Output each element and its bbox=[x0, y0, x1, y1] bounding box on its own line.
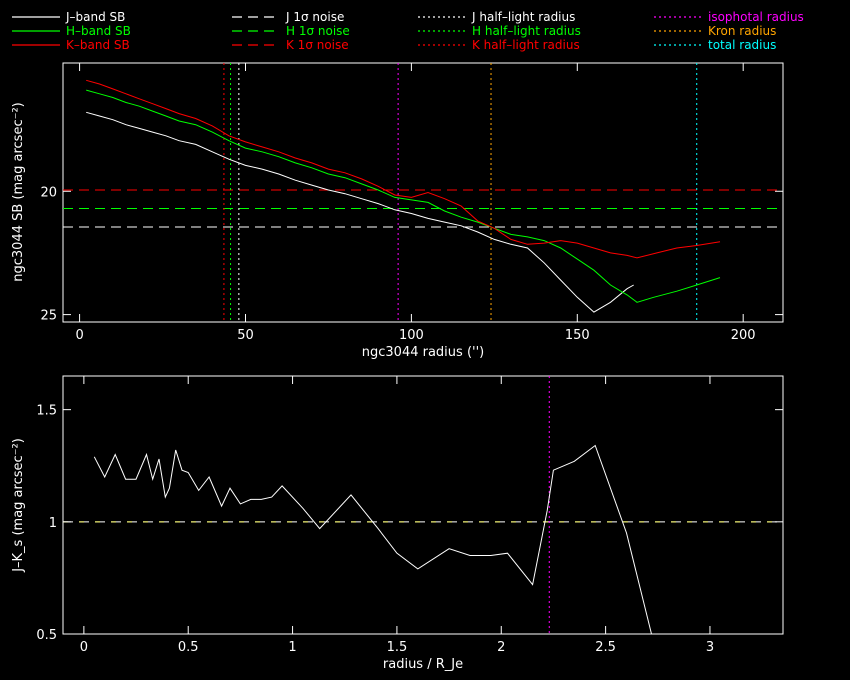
y-tick-label: 1.5 bbox=[36, 404, 57, 419]
x-tick-label: 0 bbox=[80, 640, 88, 655]
x-tick-label: 1.5 bbox=[387, 640, 408, 655]
x-tick-label: 0 bbox=[75, 328, 83, 343]
legend-label-3: J 1σ noise bbox=[285, 10, 344, 24]
legend-label-9: isophotal radius bbox=[708, 10, 804, 24]
legend-label-4: H 1σ noise bbox=[286, 24, 350, 38]
y-tick-label: 25 bbox=[40, 309, 57, 324]
color-profile-panel: 0 0.5 1 1.5 2 2.5 3 0.5 1 1.5 radius / R_Je J–K_s (… bbox=[11, 375, 784, 672]
legend-label-0: J–band SB bbox=[65, 10, 125, 24]
x-tick-label: 50 bbox=[237, 328, 254, 343]
legend-label-11: total radius bbox=[708, 38, 776, 52]
x-tick-label: 1 bbox=[288, 640, 296, 655]
surface-brightness-panel: 0 50 100 150 200 20 25 ngc3044 radius ('') ngc30… bbox=[11, 62, 784, 360]
y-axis-label: J–K_s (mag arcsec⁻²) bbox=[11, 438, 26, 573]
x-axis-label: radius / R_Je bbox=[383, 657, 463, 672]
y-tick-label: 1 bbox=[49, 516, 57, 531]
series-line-1 bbox=[86, 89, 721, 303]
x-tick-label: 2 bbox=[497, 640, 505, 655]
x-tick-label: 2.5 bbox=[595, 640, 616, 655]
x-tick-label: 150 bbox=[565, 328, 590, 343]
x-tick-label: 200 bbox=[731, 328, 756, 343]
y-tick-label: 0.5 bbox=[36, 628, 57, 643]
series-line-0 bbox=[86, 111, 634, 313]
plot-frame bbox=[62, 62, 784, 323]
series-line-2 bbox=[86, 79, 721, 259]
y-axis-label: ngc3044 SB (mag arcsec⁻²) bbox=[11, 102, 26, 281]
x-tick-label: 0.5 bbox=[178, 640, 199, 655]
x-axis-label: ngc3044 radius ('') bbox=[362, 345, 484, 360]
legend-label-7: H half–light radius bbox=[472, 24, 581, 38]
plot-frame bbox=[62, 375, 784, 635]
legend-label-10: Kron radius bbox=[708, 24, 776, 38]
x-tick-label: 100 bbox=[399, 328, 424, 343]
legend-label-6: J half–light radius bbox=[471, 10, 575, 24]
y-tick-label: 20 bbox=[40, 185, 57, 200]
legend-label-8: K half–light radius bbox=[472, 38, 580, 52]
legend-label-5: K 1σ noise bbox=[286, 38, 349, 52]
legend-label-1: H–band SB bbox=[66, 24, 131, 38]
legend-label-2: K–band SB bbox=[66, 38, 130, 52]
series-line-0 bbox=[93, 444, 652, 634]
x-tick-label: 3 bbox=[706, 640, 714, 655]
